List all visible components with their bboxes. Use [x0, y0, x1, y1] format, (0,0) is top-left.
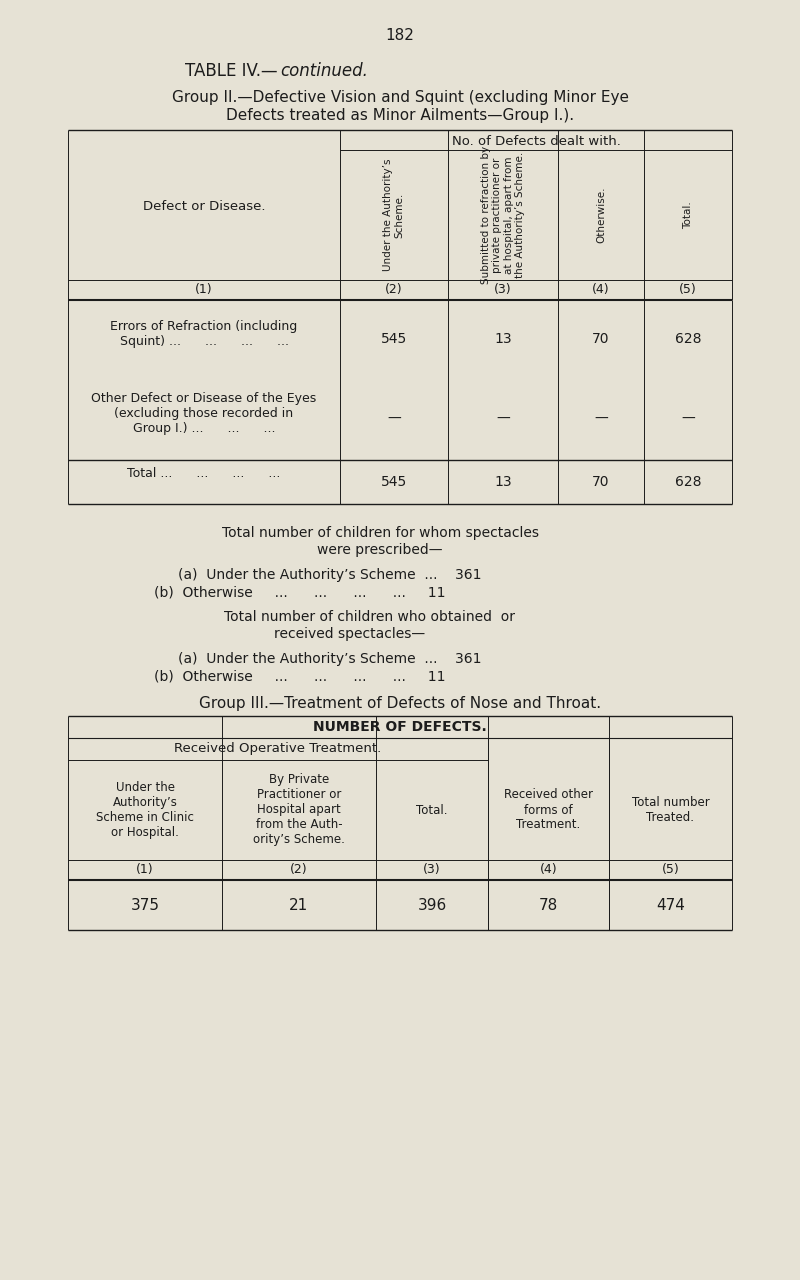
Text: Total.: Total.: [416, 804, 448, 817]
Text: (b)  Otherwise     ...      ...      ...      ...     11: (b) Otherwise ... ... ... ... 11: [154, 585, 446, 599]
Text: 13: 13: [494, 332, 512, 346]
Text: (3): (3): [494, 283, 512, 296]
Text: (2): (2): [290, 863, 308, 876]
Text: were prescribed—: were prescribed—: [318, 543, 442, 557]
Text: Defect or Disease.: Defect or Disease.: [142, 201, 266, 214]
Text: Received Operative Treatment.: Received Operative Treatment.: [174, 742, 382, 755]
Text: 21: 21: [290, 897, 309, 913]
Text: (4): (4): [540, 863, 558, 876]
Text: Defects treated as Minor Ailments—Group I.).: Defects treated as Minor Ailments—Group …: [226, 108, 574, 123]
Text: Total number
Treated.: Total number Treated.: [632, 796, 710, 824]
Text: continued.: continued.: [280, 61, 368, 79]
Text: NUMBER OF DEFECTS.: NUMBER OF DEFECTS.: [313, 719, 487, 733]
Text: (2): (2): [385, 283, 403, 296]
Text: Under the Authority’s
Scheme.: Under the Authority’s Scheme.: [383, 159, 405, 271]
Text: Group II.—Defective Vision and Squint (excluding Minor Eye: Group II.—Defective Vision and Squint (e…: [171, 90, 629, 105]
Text: 13: 13: [494, 475, 512, 489]
Text: —: —: [496, 412, 510, 426]
Text: Under the
Authority’s
Scheme in Clinic
or Hospital.: Under the Authority’s Scheme in Clinic o…: [96, 781, 194, 838]
Text: Other Defect or Disease of the Eyes
(excluding those recorded in
Group I.) ...  : Other Defect or Disease of the Eyes (exc…: [91, 392, 317, 435]
Text: Total number of children who obtained  or: Total number of children who obtained or: [225, 611, 515, 623]
Text: (5): (5): [679, 283, 697, 296]
Text: Total ...      ...      ...      ...: Total ... ... ... ...: [127, 467, 281, 480]
Text: 396: 396: [418, 897, 446, 913]
Text: —: —: [387, 412, 401, 426]
Text: (a)  Under the Authority’s Scheme  ...    361: (a) Under the Authority’s Scheme ... 361: [178, 652, 482, 666]
Text: Otherwise.: Otherwise.: [596, 187, 606, 243]
Text: 78: 78: [539, 897, 558, 913]
Text: —: —: [594, 412, 608, 426]
Text: Group III.—Treatment of Defects of Nose and Throat.: Group III.—Treatment of Defects of Nose …: [199, 696, 601, 710]
Text: 628: 628: [674, 332, 702, 346]
Text: (a)  Under the Authority’s Scheme  ...    361: (a) Under the Authority’s Scheme ... 361: [178, 568, 482, 582]
Text: (3): (3): [423, 863, 441, 876]
Text: By Private
Practitioner or
Hospital apart
from the Auth-
ority’s Scheme.: By Private Practitioner or Hospital apar…: [253, 773, 345, 846]
Text: Total number of children for whom spectacles: Total number of children for whom specta…: [222, 526, 538, 540]
Text: Submitted to refraction by
private practitioner or
at hospital, apart from
the A: Submitted to refraction by private pract…: [481, 146, 526, 284]
Text: received spectacles—: received spectacles—: [274, 627, 426, 641]
Text: Received other
forms of
Treatment.: Received other forms of Treatment.: [504, 788, 593, 832]
Text: (b)  Otherwise     ...      ...      ...      ...     11: (b) Otherwise ... ... ... ... 11: [154, 669, 446, 684]
Text: 182: 182: [386, 28, 414, 44]
Text: Total.: Total.: [683, 201, 693, 229]
Text: 474: 474: [656, 897, 685, 913]
Text: 545: 545: [381, 332, 407, 346]
Text: No. of Defects dealt with.: No. of Defects dealt with.: [451, 134, 621, 148]
Text: TABLE IV.—: TABLE IV.—: [186, 61, 278, 79]
Text: (5): (5): [662, 863, 679, 876]
Text: (1): (1): [136, 863, 154, 876]
Text: 70: 70: [592, 332, 610, 346]
Text: 545: 545: [381, 475, 407, 489]
Text: 628: 628: [674, 475, 702, 489]
Text: 70: 70: [592, 475, 610, 489]
Text: (1): (1): [195, 283, 213, 296]
Text: 375: 375: [130, 897, 159, 913]
Text: (4): (4): [592, 283, 610, 296]
Text: —: —: [681, 412, 695, 426]
Text: Errors of Refraction (including
Squint) ...      ...      ...      ...: Errors of Refraction (including Squint) …: [110, 320, 298, 348]
